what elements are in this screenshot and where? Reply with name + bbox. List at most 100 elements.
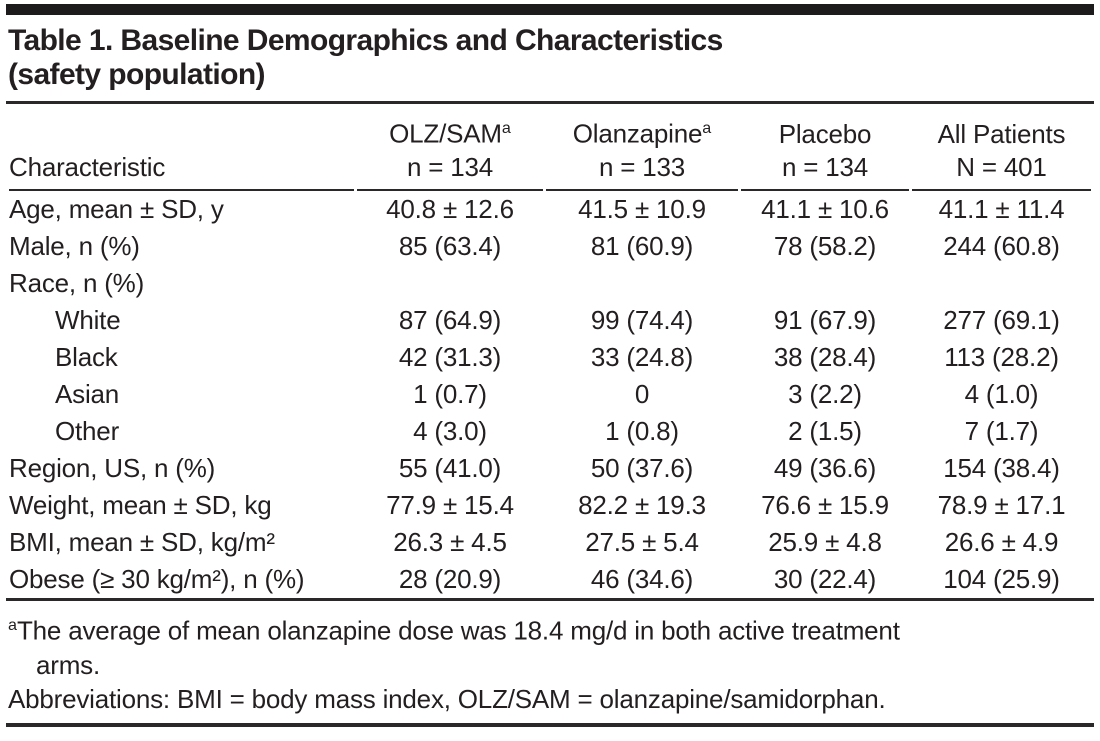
table-row: Age, mean ± SD, y 40.8 ± 12.6 41.5 ± 10.9 4… (9, 191, 1091, 228)
row-label: Obese (≥ 30 kg/m²), n (%) (9, 564, 305, 594)
cell-value: 77.9 ± 15.4 (386, 490, 514, 520)
demographics-table: Characteristic OLZ/SAMa n = 134 Olanzapi… (6, 104, 1094, 598)
row-label: Asian (55, 379, 120, 409)
col-header-label: OLZ/SAMa (389, 119, 511, 149)
table-row: Weight, mean ± SD, kg 77.9 ± 15.4 82.2 ± 1… (9, 487, 1091, 524)
table-row: Region, US, n (%) 55 (41.0) 50 (37.6) 49 (3… (9, 450, 1091, 487)
col-header-label: Olanzapinea (572, 119, 712, 149)
cell-value: 46 (34.6) (590, 564, 694, 594)
cell-value: 41.1 ± 11.4 (938, 194, 1065, 224)
col-header-label: Placebo (778, 119, 872, 149)
cell-value: 40.8 ± 12.6 (386, 194, 514, 224)
footnote-dose: aThe average of mean olanzapine dose was… (8, 608, 1094, 648)
table-title-line1: Table 1. Baseline Demographics and Chara… (8, 24, 723, 57)
cell-value: 85 (63.4) (398, 231, 502, 261)
table-row: Race, n (%) (9, 265, 1091, 302)
cell-value: 1 (0.7) (413, 379, 487, 409)
cell-value: 0 (634, 379, 650, 409)
cell-value: 3 (2.2) (788, 379, 862, 409)
row-label: Weight, mean ± SD, kg (9, 490, 272, 520)
cell-value: 25.9 ± 4.8 (768, 527, 882, 557)
col-header-characteristic: Characteristic (9, 104, 354, 191)
row-label: White (55, 305, 121, 335)
cell-value: 78.9 ± 17.1 (937, 490, 1066, 520)
row-label: Other (55, 416, 120, 446)
table-title-line2: (safety population) (8, 58, 266, 91)
footnote-marker-a: a (501, 119, 511, 138)
cell-value: 78 (58.2) (773, 231, 877, 261)
cell-value: 50 (37.6) (590, 453, 694, 483)
cell-value: 99 (74.4) (590, 305, 694, 335)
cell-value: 41.1 ± 10.6 (761, 194, 889, 224)
bottom-rule (6, 722, 1094, 727)
table-row: BMI, mean ± SD, kg/m² 26.3 ± 4.5 27.5 ± 5.… (9, 524, 1091, 561)
cell-value: 82.2 ± 19.3 (578, 490, 706, 520)
cell-value: 1 (0.8) (605, 416, 679, 446)
footnote-abbreviations: Abbreviations: BMI = body mass index, OL… (8, 683, 886, 714)
row-label: Race, n (%) (9, 268, 145, 298)
footnote-dose-continued: arms. (36, 649, 101, 680)
footnote-dose-text: The average of mean olanzapine dose was … (16, 615, 900, 646)
cell-value: 41.5 ± 10.9 (578, 194, 706, 224)
col-header-n: N = 401 (956, 152, 1047, 182)
table-row: Obese (≥ 30 kg/m²), n (%) 28 (20.9) 46 (34… (9, 561, 1091, 598)
cell-value (357, 265, 543, 302)
row-label: Region, US, n (%) (9, 453, 216, 483)
cell-value: 33 (24.8) (590, 342, 694, 372)
title-rule (6, 101, 1094, 104)
cell-value: 104 (25.9) (943, 564, 1060, 594)
cell-value: 30 (22.4) (773, 564, 877, 594)
cell-value: 7 (1.7) (964, 416, 1039, 446)
cell-value: 49 (36.6) (773, 453, 877, 483)
cell-value: 38 (28.4) (773, 342, 877, 372)
footnote-rule (6, 598, 1094, 601)
table-row: Asian 1 (0.7) 0 3 (2.2) 4 (1.0) (9, 376, 1091, 413)
col-header-n: n = 133 (598, 152, 686, 182)
header-row: Characteristic OLZ/SAMa n = 134 Olanzapi… (9, 104, 1091, 191)
cell-value: 4 (1.0) (964, 379, 1039, 409)
table-row: Black 42 (31.3) 33 (24.8) 38 (28.4) 113 (28.… (9, 339, 1091, 376)
footnote-marker-a: a (8, 616, 17, 634)
cell-value: 26.3 ± 4.5 (393, 527, 507, 557)
table-figure: Table 1. Baseline Demographics and Chara… (0, 4, 1100, 727)
cell-value: 2 (1.5) (788, 416, 862, 446)
row-label: Age, mean ± SD, y (9, 194, 224, 224)
cell-value (741, 265, 909, 302)
table-body: Age, mean ± SD, y 40.8 ± 12.6 41.5 ± 10.9 4… (9, 191, 1091, 598)
col-header-n: n = 134 (781, 152, 869, 182)
cell-value: 81 (60.9) (590, 231, 694, 261)
top-rule (6, 4, 1094, 15)
footnote-marker-a: a (702, 119, 712, 138)
cell-value (546, 265, 738, 302)
row-label: BMI, mean ± SD, kg/m² (9, 527, 275, 557)
cell-value: 26.6 ± 4.9 (944, 527, 1059, 557)
col-header-olanzapine: Olanzapinea n = 133 (546, 104, 738, 191)
cell-value: 55 (41.0) (398, 453, 502, 483)
col-header-label: All Patients (937, 119, 1066, 149)
col-header-all-patients: All Patients N = 401 (912, 104, 1091, 191)
table-title: Table 1. Baseline Demographics and Chara… (8, 24, 1094, 92)
footnotes: aThe average of mean olanzapine dose was… (6, 601, 1094, 716)
cell-value: 4 (3.0) (413, 416, 487, 446)
cell-value: 27.5 ± 5.4 (585, 527, 699, 557)
table-row: White 87 (64.9) 99 (74.4) 91 (67.9) 277 (69.… (9, 302, 1091, 339)
table-row: Male, n (%) 85 (63.4) 81 (60.9) 78 (58.2) 24… (9, 228, 1091, 265)
cell-value: 244 (60.8) (943, 231, 1060, 261)
cell-value: 154 (38.4) (943, 453, 1060, 483)
cell-value: 113 (28.2) (944, 342, 1059, 372)
col-header-olz-sam: OLZ/SAMa n = 134 (357, 104, 543, 191)
cell-value: 76.6 ± 15.9 (761, 490, 889, 520)
cell-value (912, 265, 1091, 302)
col-header-placebo: Placebo n = 134 (741, 104, 909, 191)
cell-value: 277 (69.1) (943, 305, 1060, 335)
table-header: Characteristic OLZ/SAMa n = 134 Olanzapi… (9, 104, 1091, 191)
cell-value: 87 (64.9) (398, 305, 502, 335)
col-header-n: n = 134 (406, 152, 494, 182)
row-label: Black (55, 342, 118, 372)
cell-value: 28 (20.9) (398, 564, 502, 594)
cell-value: 91 (67.9) (773, 305, 877, 335)
table-row: Other 4 (3.0) 1 (0.8) 2 (1.5) 7 (1.7) (9, 413, 1091, 450)
cell-value: 42 (31.3) (398, 342, 502, 372)
row-label: Male, n (%) (9, 231, 140, 261)
col-header-label: Characteristic (9, 152, 166, 182)
